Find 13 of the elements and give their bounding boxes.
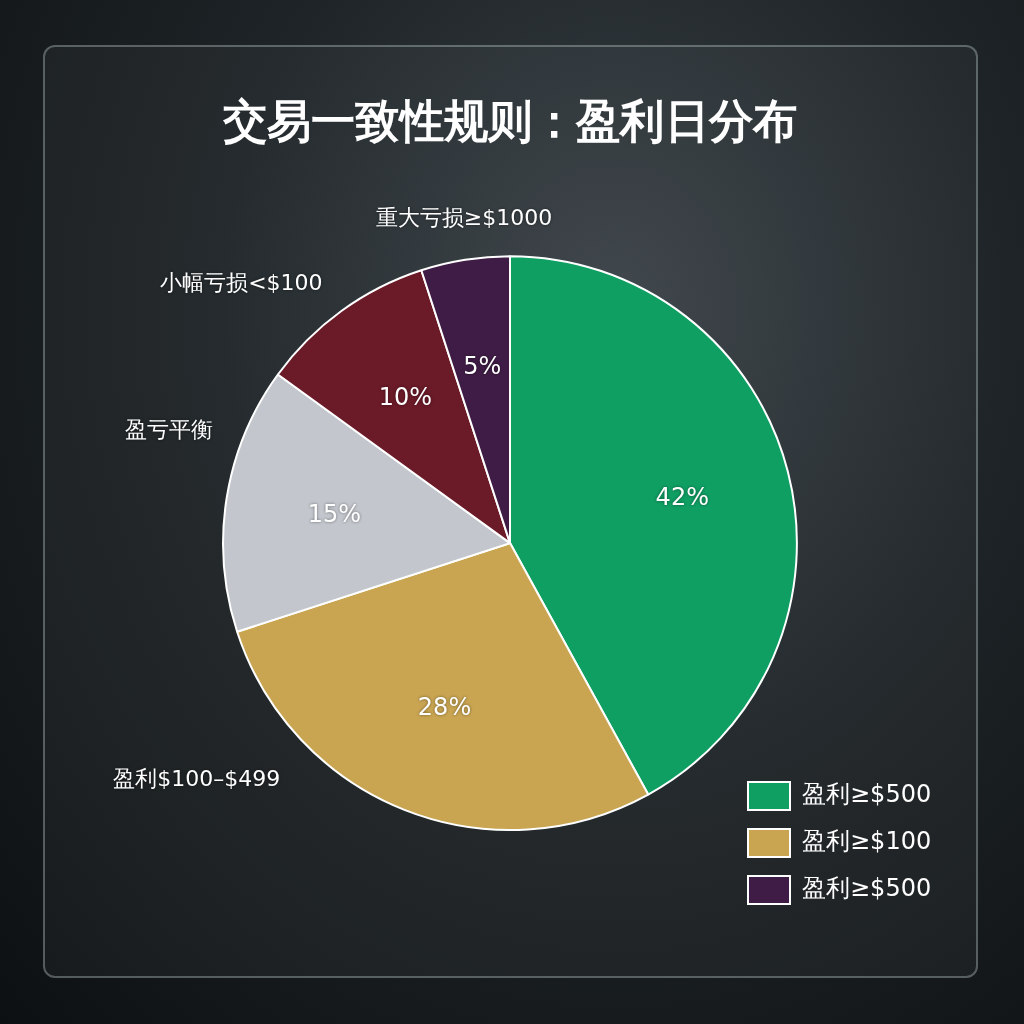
text: 小幅亏损<$100 — [160, 270, 323, 296]
data-label: 10% — [378, 383, 433, 412]
text: 重大亏损≥$1000 — [375, 205, 553, 231]
legend-label: 盈利≥$500 — [802, 780, 932, 809]
data-label: 28% — [417, 692, 472, 721]
data-label: 15% — [307, 499, 361, 528]
text: 盈亏平衡 — [125, 416, 214, 442]
legend-label: 盈利≥$100 — [802, 827, 932, 856]
text: 盈利$100–$499 — [113, 766, 281, 792]
legend-label: 盈利≥$500 — [802, 874, 932, 903]
data-label: 42% — [655, 483, 709, 512]
data-label: 5% — [463, 351, 502, 380]
chart-title: 交易一致性规则：盈利日分布 — [222, 93, 797, 148]
